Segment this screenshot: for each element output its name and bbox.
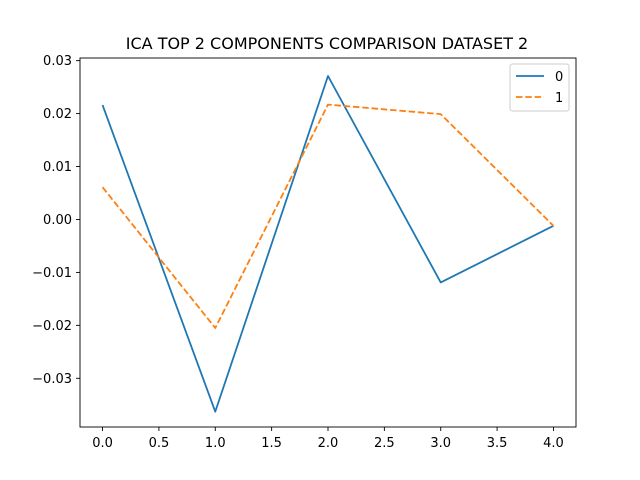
legend-label-0: 0 <box>555 70 563 85</box>
axes: 0.0 0.5 1.0 1.5 2.0 2.5 3.0 3.5 4.0 0.03 0.02 0.01 0… <box>32 54 577 451</box>
y-tick-label: 0.03 <box>43 54 72 69</box>
y-tick-label: 0.02 <box>43 107 72 122</box>
x-tick-label: 4.0 <box>543 436 564 451</box>
legend-label-1: 1 <box>555 91 563 106</box>
chart-title: ICA TOP 2 COMPONENTS COMPARISON DATASET … <box>126 34 528 53</box>
y-tick-label: 0.00 <box>43 213 72 228</box>
x-tick-label: 0.0 <box>92 436 113 451</box>
x-tick-label: 1.0 <box>205 436 226 451</box>
x-tick-label: 1.5 <box>261 436 282 451</box>
series-line-0 <box>101 75 554 413</box>
legend: 01 <box>509 63 570 112</box>
y-tick-label: −0.03 <box>32 372 72 387</box>
x-tick-label: 3.5 <box>487 436 508 451</box>
x-tick-label: 2.5 <box>374 436 395 451</box>
y-tick-label: −0.02 <box>32 319 72 334</box>
x-tick-label: 0.5 <box>149 436 170 451</box>
x-tick-label: 3.0 <box>430 436 451 451</box>
series-line-1 <box>101 103 555 329</box>
plot-area <box>101 75 555 413</box>
x-tick-label: 2.0 <box>318 436 339 451</box>
y-tick-label: −0.01 <box>32 266 72 281</box>
y-tick-label: 0.01 <box>43 160 72 175</box>
